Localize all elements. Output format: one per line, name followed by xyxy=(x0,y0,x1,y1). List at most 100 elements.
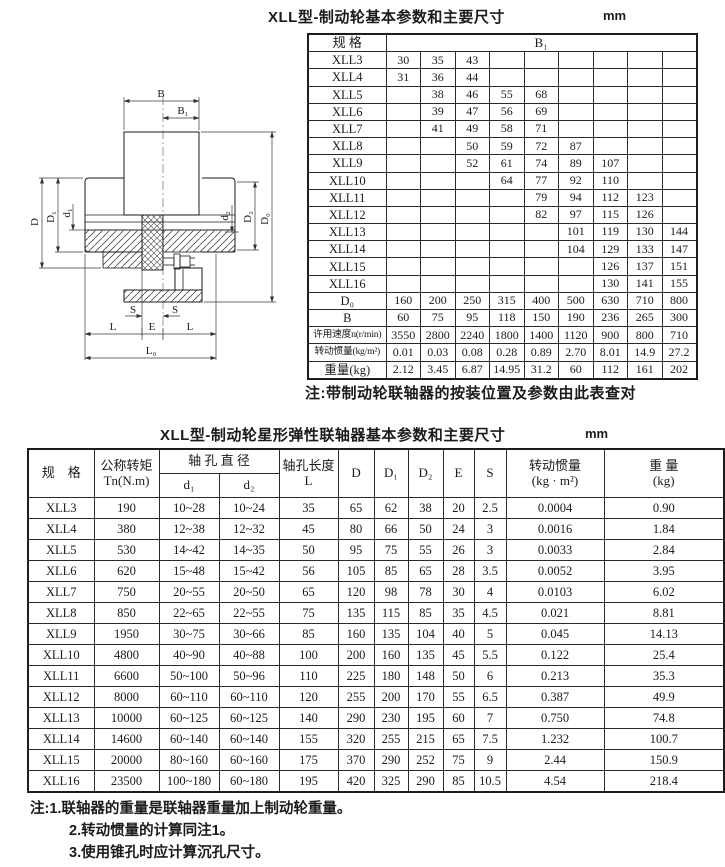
table-cell: XLL13 xyxy=(307,223,387,242)
table-cell xyxy=(489,223,525,242)
table-cell: 0.90 xyxy=(603,497,725,519)
table-cell: 6600 xyxy=(93,665,160,687)
table-cell: 141 xyxy=(627,274,663,293)
table-cell: 119 xyxy=(592,223,628,242)
table-cell: 97 xyxy=(558,205,594,225)
table-cell xyxy=(454,223,490,242)
table-cell: 40~90 xyxy=(158,644,220,666)
table-row: 转动惯量(kg/m²) 0.01 0.03 0.08 0.28 0.89 2.70 8.01 1… xyxy=(307,343,698,362)
table-cell xyxy=(592,102,628,121)
table-cell: 255 xyxy=(373,728,409,750)
table-cell xyxy=(385,257,421,276)
table-cell: 161 xyxy=(627,360,663,380)
table-cell: XLL5 xyxy=(27,539,95,561)
table-cell: 190 xyxy=(558,308,594,328)
table-cell: 3.95 xyxy=(603,560,725,582)
table-cell: 89 xyxy=(558,154,594,173)
table-cell: 44 xyxy=(454,68,490,87)
table-cell xyxy=(454,274,490,293)
column-header: 转动惯量 (kg · m²) xyxy=(505,448,605,498)
table-cell: 45 xyxy=(278,518,339,540)
table-cell: 420 xyxy=(337,770,375,793)
table-cell: 5.5 xyxy=(473,644,507,666)
table-cell: 25.4 xyxy=(603,644,725,666)
table-cell xyxy=(523,274,559,293)
table-cell: 85 xyxy=(442,770,475,793)
table-row: XLL7 41 49 58 71 xyxy=(307,119,698,139)
table-cell: 61 xyxy=(489,154,525,173)
table-cell: 112 xyxy=(592,360,628,380)
dim-label-L0: L₀ xyxy=(146,345,157,357)
table-cell: 6.02 xyxy=(603,581,725,603)
table-cell: 60 xyxy=(442,707,475,729)
table-cell: 0.0004 xyxy=(505,497,605,519)
table-row: 许用速度n(r/min) 3550 2800 2240 1800 1400 1120 900 8… xyxy=(307,326,698,345)
column-header: D₂ xyxy=(407,448,444,498)
header-row: d₁ d₂ xyxy=(28,473,724,498)
table-cell: XLL12 xyxy=(27,686,95,708)
table-cell: 10000 xyxy=(93,707,160,729)
column-header: 轴 孔 直 径 xyxy=(158,448,280,474)
table-cell: 300 xyxy=(661,308,698,328)
table-row: XLL7 750 20~55 20~50 65 120 98 78 30 4 0.0103 6.02 xyxy=(27,581,725,603)
table-row: XLL8 850 22~65 22~55 75 135 115 85 35 4.5 0.021 8.8… xyxy=(27,602,725,624)
table-cell xyxy=(489,188,525,207)
table-cell: 850 xyxy=(93,602,160,624)
table1-note: 注:带制动轮联轴器的按装位置及参数由此表查对 xyxy=(305,385,636,402)
table-cell: 195 xyxy=(407,707,444,729)
table-cell: 15~42 xyxy=(218,560,280,582)
table-cell xyxy=(420,188,456,207)
table-cell xyxy=(627,137,663,156)
table-cell: 35 xyxy=(278,497,339,519)
table-cell: 160 xyxy=(337,623,375,645)
table-cell: XLL6 xyxy=(27,560,95,582)
table-cell: 14.95 xyxy=(489,360,525,380)
table-cell: 0.0103 xyxy=(505,581,605,603)
table-row: XLL4 31 36 44 xyxy=(307,68,698,87)
table-cell xyxy=(385,223,421,242)
table-cell: 3550 xyxy=(385,326,421,345)
table-cell: 710 xyxy=(661,326,698,345)
table-cell: 60~180 xyxy=(218,770,280,793)
coupling-parameters-table: 规 格公称转矩 Tn(N.m) 轴 孔 直 径轴孔长度 L D D₁ D₂ E S 转动惯量 … xyxy=(27,448,725,793)
table-row: XLL11 79 94 112 123 xyxy=(307,188,698,207)
table-row: XLL15 20000 80~160 60~160 175 370 290 252 75 9 2.4… xyxy=(27,749,725,771)
table-cell xyxy=(627,154,663,173)
footnotes-block: 注:1.联轴器的重量是联轴器重量加上制动轮重量。 2.转动惯量的计算同注1。 3… xyxy=(30,798,351,864)
table-cell: 5 xyxy=(473,623,507,645)
table-cell xyxy=(454,188,490,207)
table-cell xyxy=(592,119,628,139)
table-cell: 4.5 xyxy=(473,602,507,624)
table-cell: 0.08 xyxy=(454,343,490,362)
table-cell: XLL10 xyxy=(307,171,387,190)
column-header: d₂ xyxy=(218,473,280,498)
table-cell: XLL11 xyxy=(27,665,95,687)
table-cell xyxy=(627,171,663,190)
table-cell xyxy=(661,154,698,173)
table-cell: 218.4 xyxy=(603,770,725,793)
table-cell xyxy=(592,51,628,70)
table-cell: XLL4 xyxy=(27,518,95,540)
table-cell: 500 xyxy=(558,291,594,311)
table-cell: 10~28 xyxy=(158,497,220,519)
table-cell: 66 xyxy=(373,518,409,540)
table-cell xyxy=(420,257,456,276)
table-cell: 39 xyxy=(420,102,456,121)
table-cell xyxy=(385,188,421,207)
table-row: XLL3 30 35 43 xyxy=(307,51,698,70)
table-cell: 41 xyxy=(420,119,456,139)
dim-label-E: E xyxy=(149,321,156,333)
table-cell: 230 xyxy=(373,707,409,729)
table-cell xyxy=(661,205,698,225)
table-cell: 190 xyxy=(93,497,160,519)
table-cell xyxy=(523,240,559,259)
table-cell: 195 xyxy=(278,770,339,793)
table-cell: 290 xyxy=(407,770,444,793)
table-cell: 0.0052 xyxy=(505,560,605,582)
table-cell: 60 xyxy=(385,308,421,328)
table-cell: 50~100 xyxy=(158,665,220,687)
section1-unit-label: mm xyxy=(603,8,627,23)
table-cell: 14~42 xyxy=(158,539,220,561)
table-cell: 10~24 xyxy=(218,497,280,519)
table-cell xyxy=(385,274,421,293)
